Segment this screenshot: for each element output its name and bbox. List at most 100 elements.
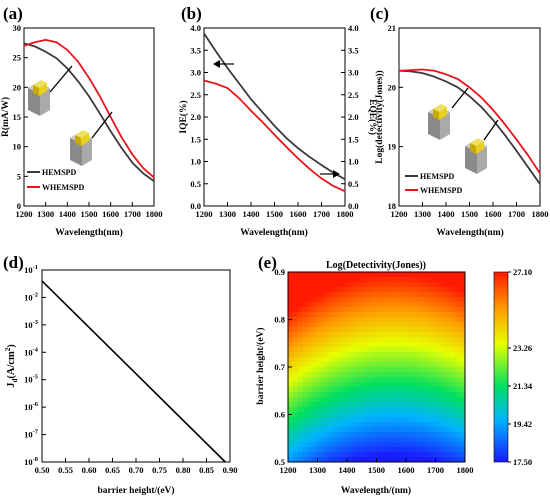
heatmap-cell — [342, 412, 348, 418]
heatmap-cell — [440, 382, 446, 388]
heatmap-cell — [327, 427, 333, 433]
panel-e-y-ticks: 0.50.60.70.80.9 — [274, 267, 292, 467]
heatmap-cell — [302, 287, 309, 293]
heatmap-cell — [317, 277, 324, 283]
heatmap-cell — [410, 332, 417, 338]
heatmap-cell — [401, 302, 407, 308]
heatmap-cell — [420, 427, 427, 433]
heatmap-cell — [440, 442, 446, 448]
heatmap-cell — [371, 427, 378, 433]
heatmap-cell — [361, 312, 368, 318]
heatmap-cell — [455, 427, 461, 433]
heatmap-cell — [381, 297, 387, 303]
panel-d-x-ticks: 0.50 0.55 0.60 0.65 0.70 0.75 0.80 0.85 0.90 — [35, 458, 237, 475]
heatmap-cell — [317, 332, 324, 338]
heatmap-cell — [361, 422, 368, 428]
heatmap-cell — [322, 307, 328, 313]
heatmap-cell — [401, 432, 407, 438]
heatmap-cell — [450, 382, 456, 388]
heatmap-cell — [450, 377, 456, 383]
heatmap-cell — [386, 417, 392, 423]
heatmap-cell — [460, 337, 465, 343]
x-tick-label: 1500 — [81, 209, 98, 219]
heatmap-cell — [337, 437, 343, 443]
heatmap-cell — [307, 347, 314, 353]
heatmap-cell — [391, 372, 397, 378]
heatmap-cell — [460, 357, 465, 363]
heatmap-cell — [410, 427, 417, 433]
heatmap-cell — [351, 307, 358, 313]
heatmap-cell — [435, 347, 442, 353]
heatmap-cell — [420, 417, 427, 423]
heatmap-cell — [425, 382, 432, 388]
heatmap-cell — [420, 362, 427, 368]
heatmap-cell — [347, 297, 353, 303]
heatmap-cell — [455, 402, 461, 408]
heatmap-cell — [351, 292, 358, 298]
heatmap-cell — [361, 307, 368, 313]
heatmap-cell — [307, 392, 314, 398]
heatmap-cell — [317, 392, 324, 398]
heatmap-cell — [366, 387, 373, 393]
heatmap-cell — [366, 357, 373, 363]
heatmap-cell — [455, 287, 461, 293]
heatmap-cell — [302, 442, 309, 448]
y-tick-label: 0.9 — [274, 267, 285, 277]
heatmap-cell — [455, 297, 461, 303]
heatmap-cell — [342, 327, 348, 333]
heatmap-cell — [406, 322, 412, 328]
heatmap-cell — [415, 317, 422, 323]
heatmap-cell — [307, 457, 314, 462]
heatmap-cell — [337, 297, 343, 303]
heatmap-cell — [460, 272, 465, 278]
heatmap-cell — [386, 327, 392, 333]
panel-d-xlabel: barrier height/(eV) — [97, 485, 174, 496]
heatmap-cell — [347, 312, 353, 318]
heatmap-cell — [288, 297, 294, 303]
heatmap-cell — [317, 282, 324, 288]
heatmap-cell — [410, 422, 417, 428]
heatmap-cell — [425, 427, 432, 433]
heatmap-cell — [322, 432, 328, 438]
heatmap-cell — [347, 437, 353, 443]
heatmap-cell — [406, 437, 412, 443]
heatmap-cell — [420, 387, 427, 393]
heatmap-cell — [381, 332, 387, 338]
y-tick-label-right: 0.0 — [348, 201, 359, 211]
heatmap-cell — [381, 337, 387, 343]
heatmap-cell — [430, 417, 437, 423]
heatmap-cell — [288, 292, 294, 298]
heatmap-cell — [440, 392, 446, 398]
heatmap-cell — [307, 367, 314, 373]
heatmap-cell — [351, 447, 358, 453]
heatmap-cell — [312, 437, 319, 443]
heatmap-cell — [406, 347, 412, 353]
heatmap-cell — [371, 332, 378, 338]
heatmap-cell — [322, 442, 328, 448]
heatmap-cell — [445, 302, 451, 308]
heatmap-cell — [406, 377, 412, 383]
heatmap-cell — [327, 412, 333, 418]
heatmap-cell — [420, 447, 427, 453]
heatmap-cell — [307, 442, 314, 448]
heatmap-cell — [425, 417, 432, 423]
heatmap-cell — [297, 407, 304, 413]
heatmap-cell — [455, 272, 461, 278]
heatmap-cell — [371, 297, 378, 303]
heatmap-cell — [351, 442, 358, 448]
heatmap-cell — [401, 457, 407, 462]
heatmap-cell — [351, 437, 358, 443]
heatmap-cell — [440, 327, 446, 333]
heatmap-cell — [307, 437, 314, 443]
heatmap-cell — [297, 447, 304, 453]
heatmap-cell — [317, 387, 324, 393]
panel-e-xlabel: Wavelength/(nm) — [341, 485, 411, 496]
heatmap-cell — [460, 367, 465, 373]
heatmap-cell — [455, 317, 461, 323]
heatmap-cell — [435, 302, 442, 308]
heatmap-cell — [342, 387, 348, 393]
heatmap-cell — [317, 357, 324, 363]
heatmap-cell — [376, 287, 383, 293]
heatmap-cell — [297, 287, 304, 293]
heatmap-cell — [410, 387, 417, 393]
